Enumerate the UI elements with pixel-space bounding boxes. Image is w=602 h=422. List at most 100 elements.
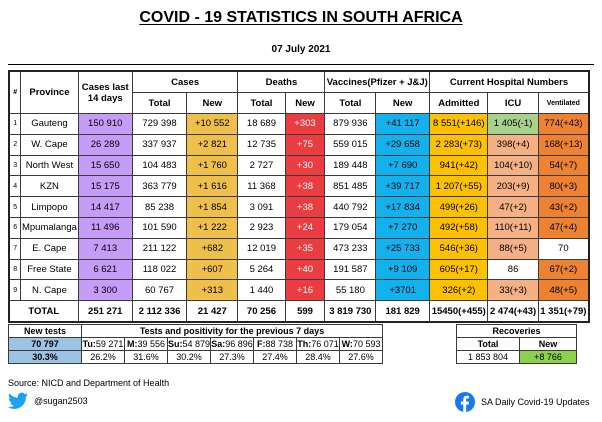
cases-14-days: 7 413 (77, 237, 133, 260)
row-num: 4 (8, 175, 22, 198)
header-vacc-new: New (375, 92, 431, 114)
cases-14-days: 6 621 (77, 258, 133, 281)
ventilated: 80(+3) (537, 175, 590, 198)
totals-row: TOTAL 251 271 2 112 336 21 427 70 256 59… (8, 300, 590, 323)
day-test-count: M:39 556 (124, 337, 168, 351)
day-test-count: Su:54 879 (166, 337, 212, 351)
day-positivity: 31.6% (124, 350, 168, 364)
row-num: 3 (8, 154, 22, 177)
row-num: 1 (8, 113, 22, 135)
province-name: Limpopo (20, 196, 79, 218)
total-cases-new: 21 427 (186, 300, 239, 323)
admitted: 499(+26) (429, 196, 489, 218)
report-date: 07 July 2021 (271, 44, 331, 55)
day-positivity: 27.3% (210, 350, 255, 364)
cases-14-days: 15 175 (77, 175, 133, 198)
header-cases14: Cases last 14 days (77, 70, 133, 114)
cases-new: +1 760 (186, 154, 239, 177)
header-cases-total: Total (131, 92, 188, 114)
day-test-count: Tu:59 271 (81, 337, 125, 351)
province-row: 4 KZN 15 175 363 779 +1 616 11 368 +38 851 485 +… (8, 175, 590, 198)
ventilated: 47(+4) (537, 216, 590, 239)
cases-14-days: 150 910 (77, 113, 133, 135)
header-cases: Cases (131, 70, 239, 93)
ventilated: 70 (537, 237, 590, 260)
day-positivity: 28.4% (296, 350, 341, 364)
day-count: 88 738 (265, 339, 294, 349)
header-province: Province (20, 70, 79, 114)
cases-total: 60 767 (131, 279, 188, 302)
cases-new: +1 222 (186, 216, 239, 239)
total-vacc-total: 3 819 730 (324, 300, 377, 323)
vaccines-new: +29 658 (375, 133, 431, 156)
recoveries-new: +8 766 (519, 350, 577, 364)
cases-new: +1 854 (186, 196, 239, 218)
deaths-total: 11 368 (237, 175, 286, 198)
cases-14-days: 11 496 (77, 216, 133, 239)
twitter-handle-text: @sugan2503 (34, 396, 88, 406)
province-row: 5 Limpopo 14 417 85 238 +1 854 3 091 +38 440 79… (8, 196, 590, 218)
vaccines-new: +7 690 (375, 154, 431, 177)
header-num: # (8, 70, 22, 114)
deaths-total: 2 727 (237, 154, 286, 177)
cases-total: 85 238 (131, 196, 188, 218)
recoveries-total: 1 853 804 (456, 350, 520, 364)
day-count: 39 556 (137, 339, 166, 349)
vaccines-new: +17 834 (375, 196, 431, 218)
header-cases-new: New (186, 92, 239, 114)
deaths-new: +38 (284, 196, 326, 218)
day-count: 70 593 (352, 339, 381, 349)
day-label: Sa: (211, 339, 226, 349)
day-label: Tu: (82, 339, 96, 349)
row-num: 7 (8, 237, 22, 260)
icu: 398(+4) (487, 133, 539, 156)
province-name: W. Cape (20, 133, 79, 156)
deaths-total: 12 735 (237, 133, 286, 156)
ventilated: 168(+13) (537, 133, 590, 156)
vaccines-new: +25 733 (375, 237, 431, 260)
deaths-total: 1 440 (237, 279, 286, 302)
header-vacc-total: Total (324, 92, 377, 114)
day-count: 54 879 (182, 339, 211, 349)
deaths-total: 18 689 (237, 113, 286, 135)
row-num: 8 (8, 258, 22, 281)
row-num: 2 (8, 133, 22, 156)
deaths-new: +75 (284, 133, 326, 156)
header-ventilated: Ventilated (537, 92, 590, 114)
header-deaths: Deaths (237, 70, 326, 93)
deaths-total: 2 923 (237, 216, 286, 239)
province-row: 7 E. Cape 7 413 211 122 +682 12 019 +35 473 233… (8, 237, 590, 260)
vaccines-new: +7 270 (375, 216, 431, 239)
facebook-page-text: SA Daily Covid-19 Updates (481, 397, 590, 407)
ventilated: 48(+5) (537, 279, 590, 302)
province-name: Free State (20, 258, 79, 281)
header-icu: ICU (487, 92, 539, 114)
cases-total: 363 779 (131, 175, 188, 198)
vaccines-total: 879 936 (324, 113, 377, 135)
vaccines-total: 440 792 (324, 196, 377, 218)
total-vacc-new: 181 829 (375, 300, 431, 323)
admitted: 2 283(+73) (429, 133, 489, 156)
facebook-page[interactable]: SA Daily Covid-19 Updates (455, 392, 590, 412)
day-label: F: (257, 339, 266, 349)
admitted: 1 207(+55) (429, 175, 489, 198)
twitter-bird-icon (8, 392, 28, 409)
row-num: 6 (8, 216, 22, 239)
province-row: 9 N. Cape 3 300 60 767 +313 1 440 +16 55 180 +37… (8, 279, 590, 302)
twitter-handle[interactable]: @sugan2503 (8, 392, 88, 410)
cases-total: 337 937 (131, 133, 188, 156)
header-hospital: Current Hospital Numbers (429, 70, 590, 93)
day-label: Th: (297, 339, 312, 349)
vaccines-new: +9 109 (375, 258, 431, 281)
tests-table: New tests Tests and positivity for the p… (8, 324, 384, 364)
day-count: 96 896 (225, 339, 253, 349)
province-row: 2 W. Cape 26 289 337 937 +2 821 12 735 +75 559 … (8, 133, 590, 156)
header-admitted: Admitted (429, 92, 489, 114)
province-stats-table: # Province Cases last 14 days Cases Deat… (8, 70, 590, 323)
vaccines-total: 189 448 (324, 154, 377, 177)
admitted: 8 551(+146) (429, 113, 489, 135)
deaths-total: 5 264 (237, 258, 286, 281)
icu: 88(+5) (487, 237, 539, 260)
deaths-new: +40 (284, 258, 326, 281)
province-row: 6 Mpumalanga 11 496 101 590 +1 222 2 923 +24 17… (8, 216, 590, 239)
